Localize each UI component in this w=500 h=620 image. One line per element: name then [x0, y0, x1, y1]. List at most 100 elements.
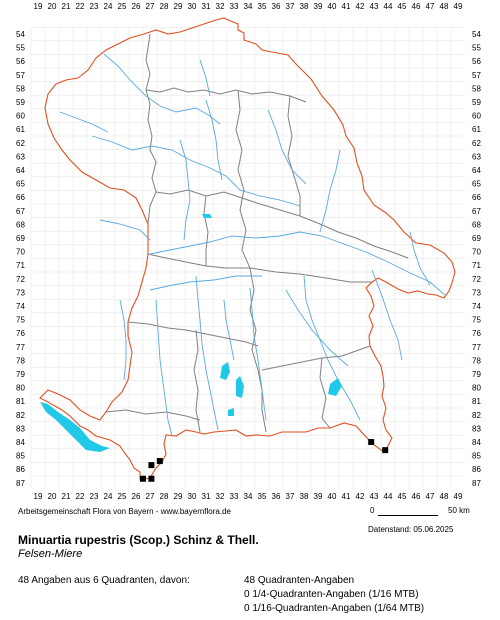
- credit-text: Arbeitsgemeinschaft Flora von Bayern - w…: [18, 507, 231, 516]
- rivers: [59, 53, 447, 437]
- grid-lines: [30, 26, 465, 490]
- y-tick-label-right: 69: [472, 234, 481, 243]
- x-tick-label-bottom: 41: [342, 492, 351, 500]
- y-tick-label-left: 85: [16, 452, 25, 461]
- y-tick-label-right: 78: [472, 356, 481, 365]
- x-tick-label-top: 43: [370, 2, 379, 11]
- y-tick-label-right: 64: [472, 166, 481, 175]
- x-tick-label-bottom: 47: [426, 492, 435, 500]
- distribution-map: 19 19 20 20 21 21 22 22 23 23 24 24 25 25 26 26 27 27 28 28…: [16, 2, 481, 500]
- y-tick-label-right: 67: [472, 207, 481, 216]
- y-tick-label-right: 58: [472, 84, 481, 93]
- occurrence-marker: [156, 458, 163, 465]
- lake-constance: [40, 402, 110, 452]
- y-tick-label-right: 77: [472, 343, 481, 352]
- x-tick-label-bottom: 31: [202, 492, 211, 500]
- x-tick-label-top: 19: [34, 2, 43, 11]
- y-tick-label-right: 86: [472, 465, 481, 474]
- x-tick-label-bottom: 34: [244, 492, 253, 500]
- y-tick-label-right: 84: [472, 438, 481, 447]
- x-tick-label-top: 44: [384, 2, 393, 11]
- y-tick-label-right: 80: [472, 384, 481, 393]
- lake-chiemsee: [328, 378, 342, 396]
- y-tick-label-left: 79: [16, 370, 25, 379]
- y-tick-label-right: 75: [472, 316, 481, 325]
- y-tick-label-right: 74: [472, 302, 481, 311]
- y-tick-label-right: 87: [472, 479, 481, 488]
- lake-brombachsee: [202, 214, 212, 218]
- quarter-quadrant-records: 0 1/4-Quadranten-Angaben (1/16 MTB): [244, 589, 419, 600]
- grid-axes: 19 19 20 20 21 21 22 22 23 23 24 24 25 25 26 26 27 27 28 28…: [16, 2, 481, 500]
- y-tick-label-right: 54: [472, 30, 481, 39]
- y-tick-label-right: 63: [472, 152, 481, 161]
- y-tick-label-right: 76: [472, 329, 481, 338]
- y-tick-label-right: 57: [472, 71, 481, 80]
- lakes: [40, 214, 342, 452]
- state-border: [39, 17, 456, 481]
- sixteenth-quadrant-records: 0 1/16-Quadranten-Angaben (1/64 MTB): [244, 603, 425, 614]
- y-tick-label-right: 62: [472, 139, 481, 148]
- occurrence-marker: [148, 475, 155, 482]
- x-tick-label-bottom: 40: [328, 492, 337, 500]
- x-tick-label-bottom: 45: [398, 492, 407, 500]
- y-tick-label-left: 73: [16, 288, 25, 297]
- x-tick-label-top: 37: [286, 2, 295, 11]
- x-tick-label-top: 33: [230, 2, 239, 11]
- y-tick-label-left: 76: [16, 329, 25, 338]
- y-tick-label-right: 66: [472, 193, 481, 202]
- x-tick-label-bottom: 29: [174, 492, 183, 500]
- y-tick-label-left: 81: [16, 397, 25, 406]
- district-boundaries: [105, 33, 409, 433]
- x-tick-label-top: 26: [132, 2, 141, 11]
- quadrant-records: 48 Quadranten-Angaben: [244, 575, 355, 586]
- y-tick-label-left: 57: [16, 71, 25, 80]
- x-tick-label-top: 22: [76, 2, 85, 11]
- y-tick-label-left: 64: [16, 166, 25, 175]
- y-tick-label-right: 65: [472, 180, 481, 189]
- y-tick-label-right: 85: [472, 452, 481, 461]
- x-tick-label-top: 32: [216, 2, 225, 11]
- x-tick-label-bottom: 26: [132, 492, 141, 500]
- scale-start-label: 0: [370, 506, 375, 515]
- species-german-name: Felsen-Miere: [18, 548, 83, 560]
- y-tick-label-left: 86: [16, 465, 25, 474]
- x-tick-label-bottom: 23: [90, 492, 99, 500]
- x-tick-label-bottom: 38: [300, 492, 309, 500]
- x-tick-label-bottom: 20: [48, 492, 57, 500]
- x-tick-label-bottom: 35: [258, 492, 267, 500]
- y-tick-label-right: 82: [472, 411, 481, 420]
- x-tick-label-top: 49: [454, 2, 463, 11]
- x-tick-label-bottom: 32: [216, 492, 225, 500]
- y-tick-label-left: 83: [16, 424, 25, 433]
- y-tick-label-right: 60: [472, 112, 481, 121]
- x-tick-label-top: 36: [272, 2, 281, 11]
- y-tick-label-left: 84: [16, 438, 25, 447]
- date-label: Datenstand: 05.06.2025: [368, 525, 454, 534]
- y-tick-label-left: 71: [16, 261, 25, 270]
- scale-end-label: 50 km: [448, 506, 470, 515]
- y-tick-label-left: 80: [16, 384, 25, 393]
- lake-ammersee: [220, 362, 230, 380]
- y-tick-label-left: 67: [16, 207, 25, 216]
- y-tick-label-right: 72: [472, 275, 481, 284]
- lake-starnberg: [236, 376, 244, 398]
- y-tick-label-left: 65: [16, 180, 25, 189]
- x-tick-label-top: 24: [104, 2, 113, 11]
- occurrence-marker: [140, 475, 146, 482]
- x-tick-label-top: 40: [328, 2, 337, 11]
- y-tick-label-right: 70: [472, 248, 481, 257]
- y-tick-label-right: 61: [472, 125, 481, 134]
- y-tick-label-left: 63: [16, 152, 25, 161]
- x-tick-label-top: 39: [314, 2, 323, 11]
- y-tick-label-left: 78: [16, 356, 25, 365]
- x-tick-label-bottom: 30: [188, 492, 197, 500]
- x-tick-label-bottom: 42: [356, 492, 365, 500]
- y-tick-label-left: 56: [16, 57, 25, 66]
- x-tick-label-bottom: 37: [286, 492, 295, 500]
- y-tick-label-right: 73: [472, 288, 481, 297]
- y-tick-label-left: 60: [16, 112, 25, 121]
- occurrence-points: [140, 439, 389, 482]
- lake-kochelsee: [228, 408, 234, 416]
- x-tick-label-bottom: 39: [314, 492, 323, 500]
- x-tick-label-top: 30: [188, 2, 197, 11]
